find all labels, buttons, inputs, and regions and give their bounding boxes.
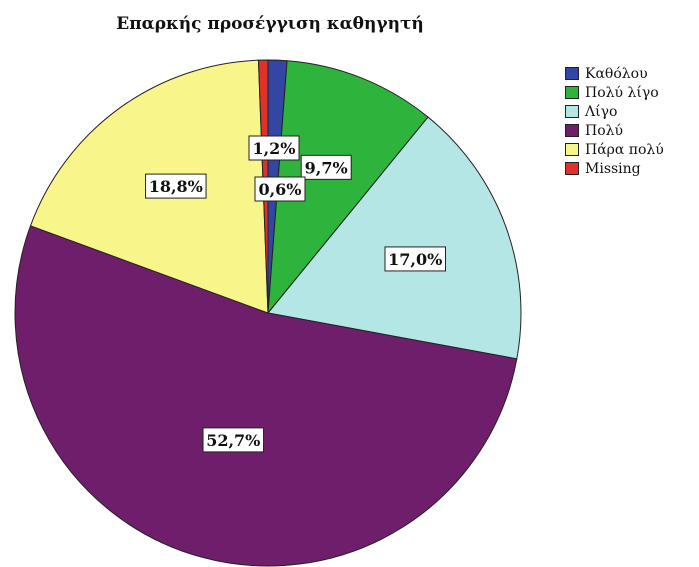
svg-text:52,7%: 52,7% (206, 431, 260, 450)
legend-item-2: Λίγο (565, 102, 664, 121)
svg-text:17,0%: 17,0% (388, 250, 442, 269)
legend-swatch (565, 124, 579, 137)
data-label-1: 9,7% (301, 155, 351, 179)
legend-item-1: Πολύ λίγο (565, 83, 664, 102)
data-label-2: 17,0% (385, 247, 446, 271)
legend-label: Πολύ λίγο (585, 86, 659, 100)
legend-swatch (565, 143, 579, 156)
legend-label: Λίγο (585, 105, 617, 119)
data-label-4: 18,8% (146, 174, 207, 198)
svg-text:9,7%: 9,7% (305, 158, 348, 177)
svg-text:1,2%: 1,2% (252, 139, 295, 158)
legend: Καθόλου Πολύ λίγο Λίγο Πολύ Πάρα πολύ Missing (565, 64, 664, 178)
legend-label: Πολύ (585, 124, 623, 138)
svg-text:0,6%: 0,6% (258, 180, 301, 199)
legend-swatch (565, 67, 579, 80)
legend-label: Καθόλου (585, 67, 648, 81)
data-label-5: 0,6% (255, 177, 305, 201)
legend-swatch (565, 162, 579, 175)
svg-text:18,8%: 18,8% (149, 177, 203, 196)
legend-item-3: Πολύ (565, 121, 664, 140)
legend-label: Missing (585, 162, 641, 176)
legend-label: Πάρα πολύ (585, 143, 664, 157)
data-label-0: 1,2% (249, 136, 299, 160)
legend-item-5: Missing (565, 159, 664, 178)
legend-swatch (565, 105, 579, 118)
legend-item-4: Πάρα πολύ (565, 140, 664, 159)
legend-item-0: Καθόλου (565, 64, 664, 83)
data-label-3: 52,7% (203, 428, 263, 452)
legend-swatch (565, 86, 579, 99)
